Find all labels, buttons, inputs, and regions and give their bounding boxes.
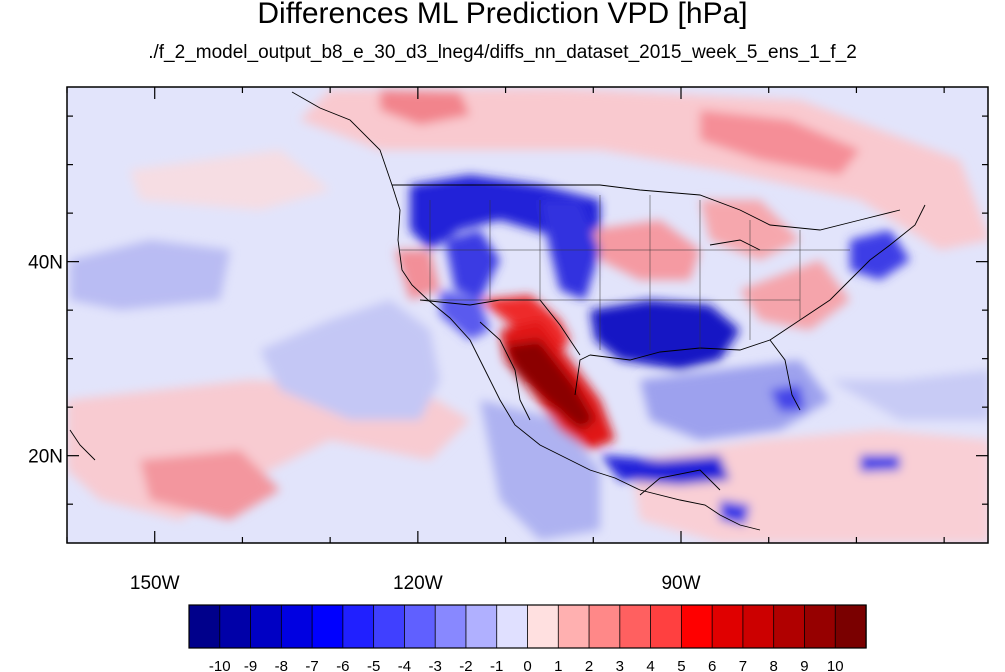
colorbar: -10 -9 -8 -7 -6 -5 -4 -3 -2 -1 0 1 2 3 4 5 6 7 8 9 10 bbox=[188, 604, 867, 672]
colorbar-label: -3 bbox=[429, 658, 442, 672]
colorbar-label: -1 bbox=[490, 658, 503, 672]
colorbar-label: 10 bbox=[827, 658, 844, 672]
colorbar-label: -10 bbox=[209, 658, 231, 672]
colorbar-swatch bbox=[804, 604, 836, 649]
map-subtitle: ./f_2_model_output_b8_e_30_d3_lneg4/diff… bbox=[148, 42, 857, 63]
colorbar-label: 4 bbox=[646, 658, 654, 672]
lat-tick-label: 20N bbox=[28, 447, 63, 468]
colorbar-label: 8 bbox=[770, 658, 778, 672]
colorbar-label: 6 bbox=[708, 658, 716, 672]
colorbar-label: 2 bbox=[585, 658, 593, 672]
colorbar-label: 9 bbox=[800, 658, 808, 672]
lon-tick-label: 150W bbox=[130, 573, 180, 594]
colorbar-swatch bbox=[219, 604, 252, 649]
colorbar-label: -5 bbox=[367, 658, 380, 672]
colorbar-swatch bbox=[250, 604, 283, 649]
colorbar-label: -4 bbox=[398, 658, 411, 672]
colorbar-swatch bbox=[404, 604, 436, 649]
colorbar-swatch bbox=[465, 604, 498, 649]
colorbar-swatch bbox=[834, 604, 867, 649]
colorbar-swatch bbox=[434, 604, 467, 649]
colorbar-swatch bbox=[311, 604, 344, 649]
colorbar-swatch bbox=[619, 604, 652, 649]
colorbar-label: 5 bbox=[677, 658, 685, 672]
colorbar-swatch bbox=[557, 604, 590, 649]
lon-tick-label: 90W bbox=[661, 573, 700, 594]
map-title: Differences ML Prediction VPD [hPa] bbox=[257, 0, 748, 30]
state-borders bbox=[400, 195, 850, 350]
axis-ticks bbox=[66, 87, 988, 543]
colorbar-label: 3 bbox=[616, 658, 624, 672]
colorbar-label: -2 bbox=[459, 658, 472, 672]
colorbar-swatch bbox=[373, 604, 406, 649]
colorbar-swatch bbox=[280, 604, 313, 649]
colorbar-label: 7 bbox=[739, 658, 747, 672]
coastlines bbox=[69, 91, 926, 531]
colorbar-swatch bbox=[342, 604, 375, 649]
colorbar-label: -6 bbox=[336, 658, 349, 672]
vpd-field bbox=[67, 87, 988, 543]
colorbar-swatch bbox=[711, 604, 744, 649]
lon-tick-label: 120W bbox=[393, 573, 443, 594]
colorbar-label: -9 bbox=[244, 658, 257, 672]
colorbar-swatch bbox=[188, 604, 221, 649]
lat-tick-label: 40N bbox=[28, 253, 63, 274]
colorbar-swatch bbox=[650, 604, 683, 649]
colorbar-label: -8 bbox=[275, 658, 288, 672]
colorbar-label: -7 bbox=[305, 658, 318, 672]
colorbar-swatch bbox=[527, 604, 559, 649]
colorbar-label: 0 bbox=[523, 658, 531, 672]
colorbar-swatch bbox=[773, 604, 806, 649]
axis-labels: 150W 120W 90W 40N 20N bbox=[28, 253, 700, 594]
colorbar-swatch bbox=[588, 604, 621, 649]
colorbar-swatch bbox=[742, 604, 775, 649]
colorbar-swatch bbox=[680, 604, 713, 649]
colorbar-swatch bbox=[496, 604, 529, 649]
colorbar-frame bbox=[188, 604, 867, 649]
map-frame bbox=[66, 86, 989, 544]
colorbar-label: 1 bbox=[554, 658, 562, 672]
